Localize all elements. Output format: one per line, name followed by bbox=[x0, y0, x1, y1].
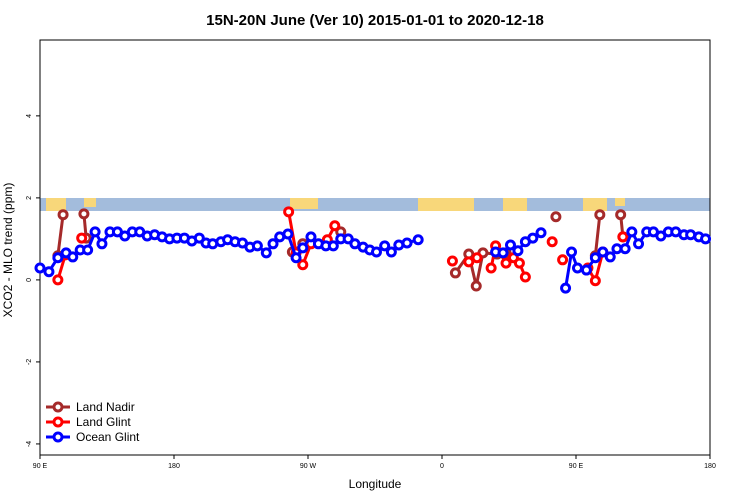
data-point bbox=[297, 242, 309, 254]
data-point bbox=[546, 236, 558, 248]
data-point bbox=[504, 239, 516, 251]
x-tick-label: 180 bbox=[168, 463, 180, 470]
data-point bbox=[513, 257, 525, 269]
data-point bbox=[604, 251, 616, 263]
data-point bbox=[471, 252, 483, 264]
x-tick-label: 90 E bbox=[33, 463, 48, 470]
data-point bbox=[519, 271, 531, 283]
data-point bbox=[67, 251, 79, 263]
ocean-band bbox=[40, 198, 710, 211]
legend-label: Ocean Glint bbox=[76, 430, 140, 444]
legend-marker bbox=[52, 401, 64, 413]
land-patch bbox=[503, 198, 527, 211]
legend-marker bbox=[52, 416, 64, 428]
land-strip bbox=[40, 198, 710, 211]
data-point bbox=[412, 234, 424, 246]
x-axis-label: Longitude bbox=[349, 477, 402, 491]
chart-title: 15N-20N June (Ver 10) 2015-01-01 to 2020… bbox=[206, 12, 544, 29]
data-point bbox=[260, 247, 272, 259]
data-point bbox=[446, 255, 458, 267]
series-line bbox=[58, 212, 623, 281]
data-point bbox=[597, 246, 609, 258]
data-point bbox=[571, 262, 583, 274]
y-tick-label: 4 bbox=[26, 114, 33, 118]
data-point bbox=[385, 246, 397, 258]
plot-frame bbox=[39, 39, 711, 456]
data-point bbox=[57, 209, 69, 221]
series bbox=[54, 208, 627, 285]
data-point bbox=[76, 232, 88, 244]
y-axis-label: XCO2 - MLO trend (ppm) bbox=[1, 183, 15, 318]
data-point bbox=[463, 256, 475, 268]
data-point bbox=[500, 257, 512, 269]
data-point bbox=[619, 243, 631, 255]
legend-label: Land Glint bbox=[76, 415, 131, 429]
data-point bbox=[550, 211, 562, 223]
data-point bbox=[497, 247, 509, 259]
series-line bbox=[56, 213, 625, 287]
data-point bbox=[305, 231, 317, 243]
data-point bbox=[535, 227, 547, 239]
data-point bbox=[485, 262, 497, 274]
data-point bbox=[560, 282, 572, 294]
data-point bbox=[290, 252, 302, 264]
land-patch bbox=[583, 198, 607, 211]
data-point bbox=[617, 231, 629, 243]
data-point bbox=[700, 233, 712, 245]
data-point bbox=[52, 274, 64, 286]
series bbox=[52, 208, 629, 292]
data-point bbox=[82, 244, 94, 256]
data-point bbox=[89, 226, 101, 238]
data-point bbox=[615, 209, 627, 221]
legend-label: Land Nadir bbox=[76, 400, 135, 414]
land-patch bbox=[418, 198, 474, 211]
data-point bbox=[78, 208, 90, 220]
series bbox=[34, 226, 712, 294]
y-tick-label: 2 bbox=[26, 196, 33, 200]
data-point bbox=[327, 240, 339, 252]
land-patch bbox=[84, 198, 96, 207]
y-tick-label: 0 bbox=[26, 278, 33, 282]
data-point bbox=[580, 264, 592, 276]
data-point bbox=[589, 275, 601, 287]
data-point bbox=[512, 245, 524, 257]
data-point bbox=[379, 240, 391, 252]
land-patch bbox=[615, 198, 625, 206]
data-point bbox=[297, 259, 309, 271]
data-point bbox=[566, 246, 578, 258]
data-point bbox=[401, 237, 413, 249]
y-tick-label: -4 bbox=[26, 441, 33, 447]
land-patch bbox=[46, 198, 66, 211]
data-point bbox=[267, 238, 279, 250]
data-point bbox=[251, 240, 263, 252]
data-point bbox=[193, 232, 205, 244]
data-point bbox=[342, 233, 354, 245]
data-point bbox=[283, 206, 295, 218]
data-point bbox=[34, 262, 46, 274]
data-point bbox=[370, 246, 382, 258]
x-tick-label: 0 bbox=[440, 463, 444, 470]
data-point bbox=[527, 232, 539, 244]
data-point bbox=[43, 266, 55, 278]
data-point bbox=[282, 228, 294, 240]
data-point bbox=[449, 267, 461, 279]
data-point bbox=[594, 209, 606, 221]
data-point bbox=[626, 226, 638, 238]
data-point bbox=[633, 238, 645, 250]
data-point bbox=[96, 238, 108, 250]
legend-marker bbox=[52, 431, 64, 443]
data-point bbox=[52, 252, 64, 264]
x-tick-label: 90 E bbox=[569, 463, 584, 470]
data-point bbox=[589, 252, 601, 264]
data-point bbox=[470, 280, 482, 292]
land-patch bbox=[290, 198, 318, 209]
data-point bbox=[557, 254, 569, 266]
x-tick-label: 180 bbox=[704, 463, 716, 470]
x-tick-label: 90 W bbox=[300, 463, 317, 470]
y-tick-label: -2 bbox=[26, 359, 33, 365]
data-point bbox=[329, 220, 341, 232]
